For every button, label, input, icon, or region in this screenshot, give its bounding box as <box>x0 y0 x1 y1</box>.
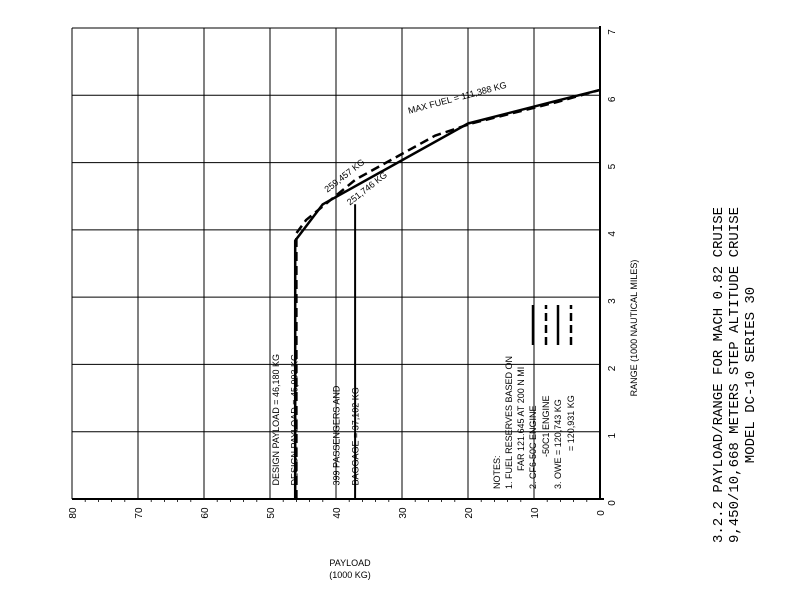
payload-tick-70: 70 <box>134 507 145 519</box>
annotation-6: BAGGAGE = 37,102 KG <box>350 387 360 485</box>
range-tick-1: 1 <box>607 432 618 438</box>
range-tick-6: 6 <box>607 96 618 102</box>
notes-title: NOTES: <box>492 455 502 489</box>
payload-axis-unit: (1000 KG) <box>329 570 371 580</box>
range-tick-3: 3 <box>607 298 618 304</box>
caption-line-1: 3.2.2 PAYLOAD/RANGE FOR MACH 0.82 CRUISE <box>711 207 727 543</box>
notes-line-1: 1. FUEL RESERVES BASED ON <box>504 356 514 489</box>
payload-tick-40: 40 <box>332 507 343 519</box>
range-tick-0: 0 <box>607 500 618 506</box>
range-axis-title: RANGE (1000 NAUTICAL MILES) <box>629 260 639 397</box>
chart-grid <box>71 26 604 502</box>
payload-tick-60: 60 <box>200 507 211 519</box>
caption-line-3: MODEL DC-10 SERIES 30 <box>743 287 759 463</box>
notes-line-2: 2. CF6-50C ENGINE <box>528 405 538 489</box>
chart-series <box>293 88 601 499</box>
payload-tick-10: 10 <box>530 507 541 519</box>
payload-axis-title: PAYLOAD <box>329 558 371 568</box>
annotation-4: DESIGN PAYLOAD = 45,993 KG <box>290 354 300 485</box>
annotation-3: DESIGN PAYLOAD = 46,180 KG <box>271 354 281 485</box>
payload-tick-20: 20 <box>464 507 475 519</box>
figure-caption: 3.2.2 PAYLOAD/RANGE FOR MACH 0.82 CRUISE… <box>711 207 759 543</box>
notes-line-3b: = 120,931 KG <box>566 395 576 451</box>
payload-tick-0: 0 <box>596 510 607 516</box>
notes-line-1b: FAR 121.645 AT 200 N MI <box>516 367 526 471</box>
caption-line-2: 9,450/10,668 METERS STEP ALTITUDE CRUISE <box>727 207 743 543</box>
annotation-0: MAX FUEL = 111,388 KG <box>407 80 508 116</box>
payload-tick-labels: 0 10 20 30 40 50 60 70 80 <box>68 507 607 519</box>
notes-line-3: 3. OWE = 120,743 KG <box>553 399 563 489</box>
series-line-1 <box>295 88 601 499</box>
range-tick-4: 4 <box>607 231 618 237</box>
payload-tick-30: 30 <box>398 507 409 519</box>
range-tick-7: 7 <box>607 29 618 35</box>
payload-tick-80: 80 <box>68 507 79 519</box>
payload-tick-50: 50 <box>266 507 277 519</box>
range-tick-2: 2 <box>607 365 618 371</box>
chart-notes: NOTES: 1. FUEL RESERVES BASED ON FAR 121.6… <box>492 305 576 489</box>
range-tick-labels: 0 1 2 3 4 5 6 7 <box>607 29 618 506</box>
notes-line-2b: -50C1 ENGINE <box>541 395 551 457</box>
annotation-5: 399 PASSENGERS AND <box>331 385 341 485</box>
range-tick-5: 5 <box>607 163 618 169</box>
